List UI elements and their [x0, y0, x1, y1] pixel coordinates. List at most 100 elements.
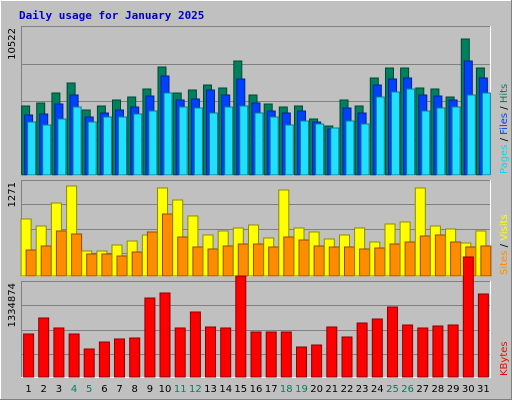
day-label: 6: [101, 384, 107, 395]
bar-pages-day-25: [391, 91, 400, 176]
day-labels: 1 2 3 4 5 6 7 8 9 10 11 12 13 14 15 16 17 18 19 20 21 22 23 24 2…: [25, 384, 489, 395]
day-label: 18: [280, 384, 293, 395]
day-label: 12: [189, 384, 202, 395]
bar-kbytes-day-24: [371, 318, 383, 378]
bar-pages-day-21: [330, 127, 340, 176]
bar-pages-day-19: [300, 120, 309, 176]
bar-kbytes-day-31: [477, 293, 489, 378]
day-label: 13: [204, 384, 217, 395]
bar-sites-day-17: [268, 246, 280, 277]
bar-kbytes-day-10: [159, 292, 171, 378]
bar-pages-day-14: [224, 106, 234, 176]
day-label: 17: [265, 384, 278, 395]
legend: KBytes: [499, 341, 510, 376]
bar-pages-day-4: [72, 106, 82, 176]
bar-sites-day-13: [207, 248, 219, 277]
bar-sites-day-14: [222, 245, 234, 277]
bar-pages-day-22: [345, 120, 355, 176]
bar-kbytes-day-8: [129, 337, 141, 378]
bar-sites-day-10: [162, 213, 173, 277]
bar-pages-day-11: [178, 106, 188, 176]
bar-pages-day-13: [209, 112, 218, 176]
bar-kbytes-day-14: [220, 327, 232, 378]
day-label: 19: [295, 384, 308, 395]
bar-sites-day-20: [313, 245, 325, 277]
day-label: 24: [371, 384, 384, 395]
bar-pages-day-24: [375, 96, 385, 176]
day-label: 9: [147, 384, 153, 395]
bar-sites-day-3: [55, 230, 67, 277]
bar-kbytes-day-16: [250, 331, 262, 378]
bar-pages-day-10: [163, 92, 173, 176]
bar-sites-day-27: [419, 235, 431, 277]
bar-sites-day-1: [25, 249, 37, 277]
legend-item: Visits: [499, 214, 510, 241]
bar-sites-day-6: [101, 253, 113, 277]
bar-sites-day-4: [71, 233, 83, 277]
bar-sites-day-15: [237, 243, 249, 277]
day-label: 27: [416, 384, 429, 395]
day-label: 10: [159, 384, 172, 395]
legend-item: Sites: [499, 251, 510, 275]
bar-sites-day-11: [177, 236, 189, 277]
day-label: 25: [386, 384, 399, 395]
chart-title: Daily usage for January 2025: [19, 9, 204, 22]
bar-pages-day-1: [27, 121, 37, 176]
bar-kbytes-day-13: [205, 326, 216, 378]
day-label: 5: [86, 384, 92, 395]
day-label: 22: [341, 384, 354, 395]
bar-pages-day-16: [254, 112, 264, 176]
bar-sites-day-7: [116, 255, 128, 277]
day-label: 14: [219, 384, 232, 395]
bar-kbytes-day-20: [311, 344, 323, 378]
bar-pages-day-30: [466, 94, 476, 176]
bar-pages-day-7: [118, 116, 127, 176]
bar-sites-day-18: [283, 236, 295, 277]
bar-sites-day-16: [253, 243, 264, 277]
bar-sites-day-12: [192, 246, 204, 277]
bar-pages-day-17: [269, 116, 279, 176]
bar-kbytes-day-25: [387, 306, 398, 378]
bar-kbytes-day-15: [235, 275, 247, 378]
bar-pages-day-28: [436, 107, 446, 176]
day-label: 7: [116, 384, 122, 395]
bar-sites-day-24: [374, 247, 386, 277]
bar-sites-day-25: [389, 243, 401, 277]
bar-pages-day-18: [284, 124, 294, 176]
bar-kbytes-day-22: [341, 336, 353, 378]
legend-item: Hits: [499, 84, 510, 103]
day-label: 11: [174, 384, 187, 395]
bar-kbytes-day-12: [189, 311, 201, 378]
bar-sites-day-26: [404, 241, 416, 277]
day-label: 15: [234, 384, 247, 395]
bar-sites-day-31: [480, 245, 492, 277]
legend-item: Files: [499, 113, 510, 135]
bar-sites-day-28: [434, 234, 446, 277]
bar-kbytes-day-7: [114, 338, 125, 378]
bar-kbytes-day-11: [174, 327, 186, 378]
bar-pages-day-26: [406, 88, 416, 176]
bar-kbytes-day-29: [447, 324, 459, 378]
legend-item: /: [499, 241, 510, 251]
day-label: 8: [132, 384, 138, 395]
bar-pages-day-8: [133, 113, 143, 176]
bar-pages-day-27: [421, 110, 431, 176]
day-label: 1: [25, 384, 31, 395]
day-label: 21: [325, 384, 338, 395]
bar-kbytes-day-2: [38, 317, 50, 378]
bar-sites-day-22: [344, 246, 355, 277]
day-label: 26: [401, 384, 414, 395]
day-label: 31: [477, 384, 490, 395]
legend: Sites / Visits: [499, 214, 510, 275]
legend-item: Pages: [499, 145, 510, 174]
day-label: 16: [250, 384, 263, 395]
bar-sites-day-29: [450, 241, 462, 277]
bar-kbytes-day-17: [265, 331, 277, 378]
bar-pages-day-2: [42, 124, 52, 176]
legend-item: /: [499, 135, 510, 145]
y-max-label: 1334874: [7, 283, 18, 328]
bar-pages-day-15: [239, 105, 249, 176]
panel-hits-files-pages: 10522 Pages / Files / Hits: [7, 26, 510, 176]
bar-kbytes-day-9: [144, 297, 156, 378]
